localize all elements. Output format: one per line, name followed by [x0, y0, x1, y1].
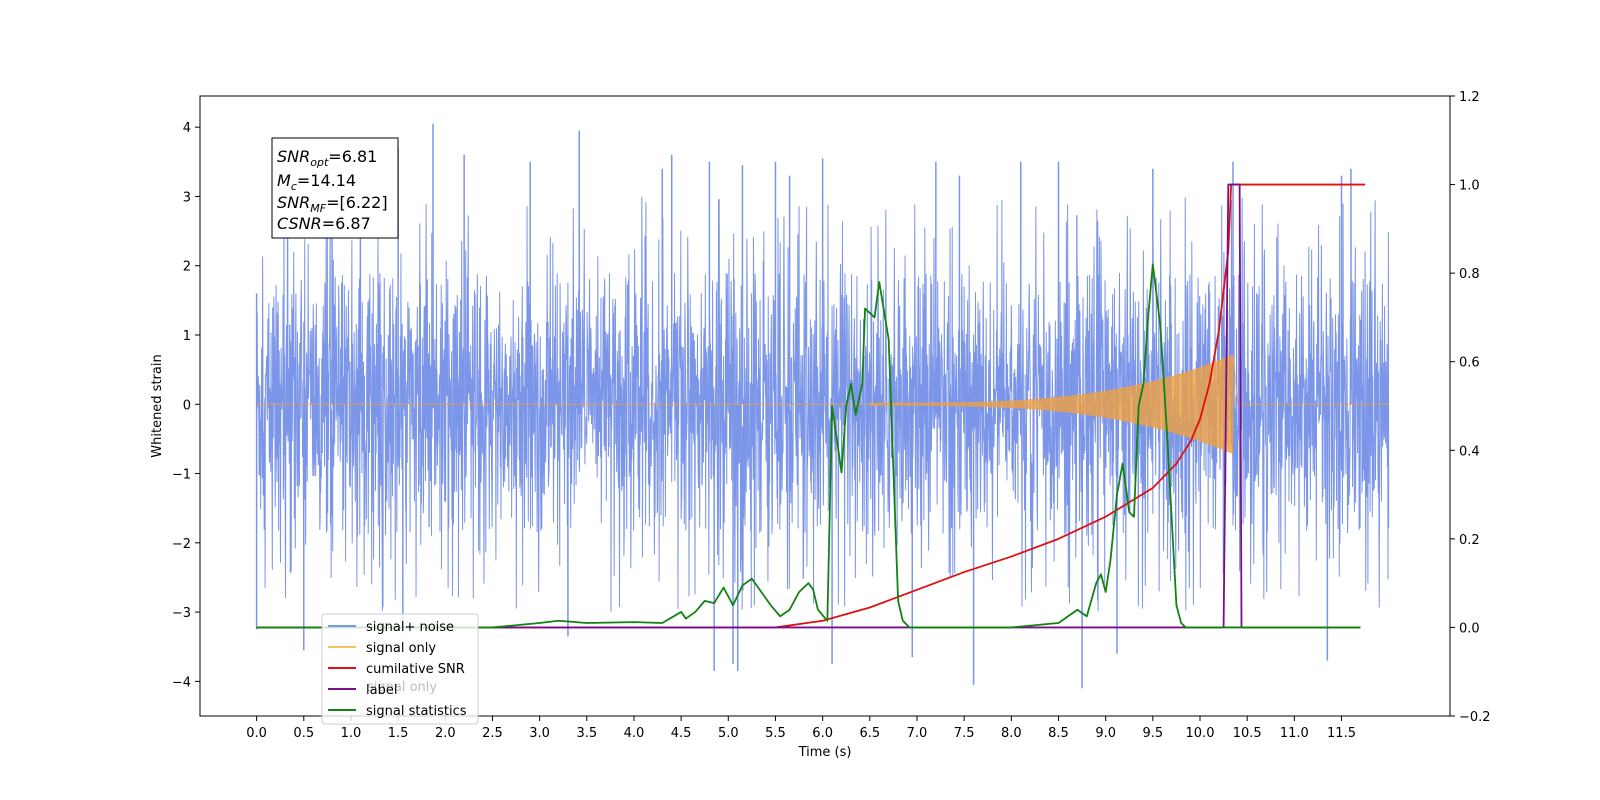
y-axis-left: 4 3 2 1 0 −1 −2 −3 −4 [172, 121, 200, 690]
x-tick-label: 5.0 [718, 726, 739, 741]
legend: signal only signal+ noise signal only cu… [321, 613, 479, 725]
y2-tick-label: 0.0 [1459, 621, 1480, 636]
x-tick-label: 2.5 [482, 726, 503, 741]
stat-snr-mf: SNRMF=[6.22] [277, 193, 388, 215]
y2-tick-label: 0.8 [1459, 267, 1480, 282]
y-tick-label: −2 [172, 537, 191, 552]
y2-tick-label: 0.2 [1459, 533, 1480, 548]
series-signal-noise-spikes [255, 123, 1352, 689]
series-signal-statistics [256, 263, 1361, 629]
x-tick-label: 6.5 [859, 726, 880, 741]
x-tick-label: 4.0 [624, 726, 645, 741]
x-tick-label: 3.5 [576, 726, 597, 741]
x-tick-label: 6.0 [812, 726, 833, 741]
y-tick-label: 0 [183, 398, 191, 413]
x-tick-label: 9.5 [1142, 726, 1163, 741]
x-tick-label: 10.5 [1233, 726, 1262, 741]
legend-label-signal-statistics: signal statistics [366, 704, 467, 719]
y-axis-right: 1.2 1.0 0.8 0.6 0.4 0.2 0.0 −0.2 [1450, 90, 1491, 725]
legend-label-cumulative-snr: cumilative SNR [366, 662, 465, 677]
y2-tick-label: 1.0 [1459, 179, 1480, 194]
statistics-box: SNRopt=6.81 Mc=14.14 SNRMF=[6.22] CSNR=6… [271, 137, 399, 239]
x-tick-label: 7.5 [954, 726, 975, 741]
statistics-box-frame [271, 137, 399, 239]
x-tick-label: 7.0 [907, 726, 928, 741]
x-tick-label: 1.0 [341, 726, 362, 741]
y-tick-label: 4 [183, 121, 191, 136]
legend-frame [321, 613, 479, 725]
x-axis-label: Time (s) [798, 745, 852, 760]
y-tick-label: 2 [183, 260, 191, 275]
x-tick-label: 10.0 [1186, 726, 1215, 741]
stat-snr-opt: SNRopt=6.81 [277, 147, 377, 169]
x-tick-label: 11.0 [1280, 726, 1309, 741]
x-tick-label: 3.0 [529, 726, 550, 741]
y-tick-label: −1 [172, 468, 191, 483]
y-tick-label: 1 [183, 329, 191, 344]
x-tick-label: 5.5 [765, 726, 786, 741]
x-axis: 0.0 0.5 1.0 1.5 2.0 2.5 3.0 3.5 4.0 4.5 5.0 5.5 6.0 6… [246, 716, 1356, 741]
x-tick-label: 1.5 [388, 726, 409, 741]
legend-label-signal-noise: signal+ noise [366, 620, 454, 635]
series-cumulative-snr [256, 183, 1366, 629]
legend-label-signal-only: signal only [366, 641, 436, 656]
x-tick-label: 8.5 [1048, 726, 1069, 741]
y-axis-label: Whitened strain [150, 354, 165, 457]
x-tick-label: 8.0 [1001, 726, 1022, 741]
y2-tick-label: 1.2 [1459, 90, 1480, 105]
y2-tick-label: −0.2 [1459, 710, 1491, 725]
y2-tick-label: 0.4 [1459, 444, 1480, 459]
x-tick-label: 4.5 [671, 726, 692, 741]
plot-frame [199, 95, 1451, 717]
legend-label-label: label [366, 683, 397, 698]
x-tick-label: 2.0 [435, 726, 456, 741]
x-tick-label: 0.0 [246, 726, 267, 741]
y2-tick-label: 0.6 [1459, 356, 1480, 371]
stat-mc: Mc=14.14 [277, 171, 356, 193]
x-tick-label: 9.0 [1095, 726, 1116, 741]
series-signal-only [256, 354, 1389, 454]
plot-series [255, 123, 1390, 689]
y-tick-label: 3 [183, 190, 191, 205]
y-tick-label: −3 [172, 606, 191, 621]
legend-ghost-text: signal only [367, 680, 437, 695]
y-tick-label: −4 [172, 675, 191, 690]
stat-csnr: CSNR=6.87 [277, 214, 371, 233]
x-tick-label: 11.5 [1327, 726, 1356, 741]
x-tick-label: 0.5 [293, 726, 314, 741]
